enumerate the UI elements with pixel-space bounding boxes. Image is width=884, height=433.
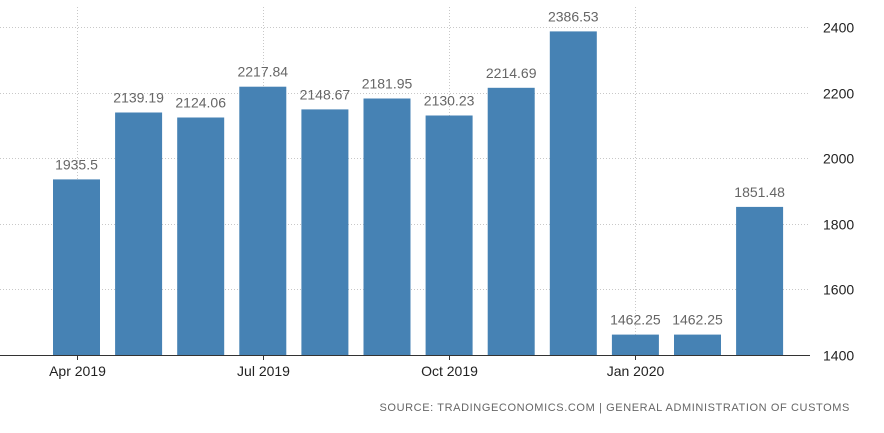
bar-aug-2019 <box>301 109 349 356</box>
data-labels-layer: 1935.5 2139.19 2124.06 2217.84 2148.67 2181.9… <box>55 8 785 327</box>
y-tick-label: 1400 <box>823 348 854 364</box>
y-tick-label: 2000 <box>823 151 854 167</box>
data-label: 2181.95 <box>362 76 413 92</box>
bar-apr-2019 <box>53 179 100 355</box>
y-tick-label: 1800 <box>823 217 854 233</box>
x-tick-label: Oct 2019 <box>421 363 478 379</box>
source-note: SOURCE: TRADINGECONOMICS.COM | GENERAL A… <box>380 402 851 414</box>
bars-layer <box>53 31 784 356</box>
y-tick-label: 2400 <box>823 20 854 36</box>
data-label: 2124.06 <box>175 95 226 111</box>
bar-jan-2020 <box>611 334 659 355</box>
bar-jun-2019 <box>177 117 225 355</box>
data-label: 2217.84 <box>237 64 288 80</box>
data-label: 2214.69 <box>486 65 537 81</box>
data-label: 2386.53 <box>548 8 599 24</box>
bar-jul-2019 <box>239 86 287 355</box>
bar-may-2019 <box>115 112 163 355</box>
data-label: 1851.48 <box>734 184 785 200</box>
data-label: 2148.67 <box>300 86 351 102</box>
data-label: 1935.5 <box>55 156 98 172</box>
y-tick-label: 1600 <box>823 282 854 298</box>
bar-sep-2019 <box>363 98 411 355</box>
axis-layer: 1400 1600 1800 2000 2200 2400 Apr 2019 Jul 2019… <box>0 20 854 379</box>
bar-feb-2020 <box>674 334 721 355</box>
data-label: 2130.23 <box>424 93 475 109</box>
x-tick-label: Apr 2019 <box>49 363 106 379</box>
data-label: 2139.19 <box>113 90 164 106</box>
bar-mar-2020 <box>736 206 784 355</box>
x-tick-label: Jan 2020 <box>607 363 665 379</box>
bar-nov-2019 <box>487 87 535 356</box>
bar-dec-2019 <box>549 31 597 356</box>
bar-oct-2019 <box>425 115 473 355</box>
data-label: 1462.25 <box>672 312 723 328</box>
x-tick-label: Jul 2019 <box>237 363 290 379</box>
data-label: 1462.25 <box>610 312 661 328</box>
y-tick-label: 2200 <box>823 86 854 102</box>
